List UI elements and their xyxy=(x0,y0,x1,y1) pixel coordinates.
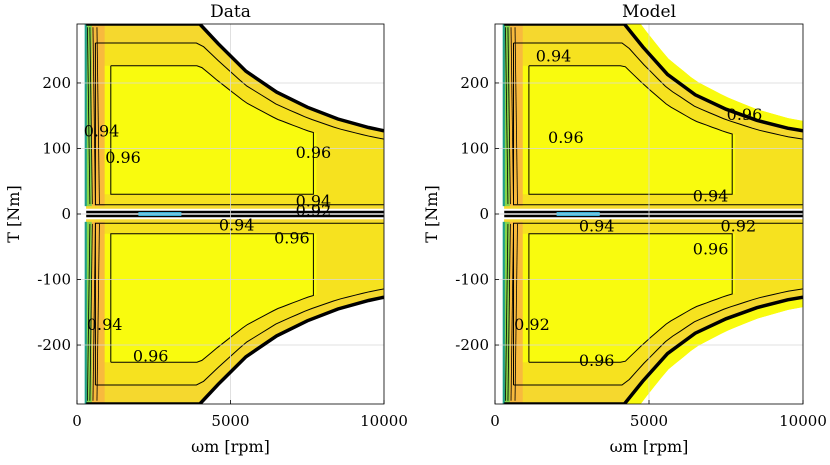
x-axis-label: ωm [rpm] xyxy=(610,437,689,456)
outside-envelope-lower xyxy=(640,307,803,404)
contour-line-upper-1 xyxy=(513,42,803,206)
region-096-upper xyxy=(522,65,736,195)
x-tick-label-2: 10000 xyxy=(360,412,408,430)
contour-label-7: 0.96 xyxy=(133,346,169,365)
contour-label-0: 0.96 xyxy=(296,143,332,162)
contour-label-5: 0.92 xyxy=(721,217,757,236)
contour-low-speed-lower-2 xyxy=(92,223,96,401)
contour-line-upper-0 xyxy=(110,65,314,195)
contour-low-speed-upper-0 xyxy=(87,27,91,205)
contour-line-lower-0 xyxy=(528,233,733,363)
contour-label-0: 0.94 xyxy=(536,46,572,65)
x-tick-label-0: 0 xyxy=(72,412,82,430)
data-panel: 0.960.960.940.940.920.940.960.960.940 500… xyxy=(4,2,408,456)
y-axis-label: T [Nm] xyxy=(422,185,441,242)
x-tick-label-1: 5000 xyxy=(211,412,249,430)
contour-label-8: 0.96 xyxy=(579,351,615,370)
torque-limit-lower xyxy=(504,295,803,404)
contour-low-speed-upper-3 xyxy=(514,27,518,205)
contour-label-2: 0.94 xyxy=(84,122,120,141)
region-low-speed-teal-lower xyxy=(502,221,505,404)
torque-limit-upper xyxy=(504,24,803,133)
outside-envelope-lower xyxy=(86,297,384,404)
torque-limit-upper xyxy=(86,24,384,133)
x-tick-label-2: 10000 xyxy=(779,412,827,430)
chart-title: Data xyxy=(210,2,251,22)
contour-low-speed-upper-1 xyxy=(89,27,93,205)
y-tick-label-2: 0 xyxy=(479,205,489,223)
contour-label-2: 0.96 xyxy=(548,128,584,147)
contour-label-3: 0.94 xyxy=(693,186,729,205)
outside-envelope-upper xyxy=(86,24,384,131)
contour-line-lower-0 xyxy=(110,233,314,363)
contour-line-lower-1 xyxy=(513,222,803,386)
y-tick-label-1: 100 xyxy=(42,139,71,157)
region-096-upper xyxy=(104,65,317,195)
region-low-speed-teal-lower xyxy=(84,221,87,404)
contour-low-speed-upper-3 xyxy=(96,27,100,205)
contour-low-speed-lower-3 xyxy=(514,223,518,401)
y-tick-label-4: -200 xyxy=(455,336,489,354)
contour-low-speed-upper-1 xyxy=(507,27,511,205)
contour-line-upper-1 xyxy=(94,42,384,206)
contour-label-1: 0.96 xyxy=(727,105,763,124)
contour-low-speed-lower-0 xyxy=(505,223,509,401)
region-low-speed-teal-upper xyxy=(502,24,505,207)
contour-low-speed-upper-2 xyxy=(92,27,96,205)
x-axis-label: ωm [rpm] xyxy=(191,437,270,456)
plot-area: 0.960.960.940.940.920.940.960.960.94 xyxy=(77,24,384,404)
contour-label-8: 0.94 xyxy=(87,315,123,334)
y-tick-label-0: 200 xyxy=(460,74,489,92)
contour-label-4: 0.92 xyxy=(296,201,332,220)
contour-label-4: 0.94 xyxy=(579,217,615,236)
contour-label-3: 0.94 xyxy=(296,192,332,211)
contour-low-speed-lower-0 xyxy=(87,223,91,401)
y-tick-label-3: -100 xyxy=(37,271,71,289)
contour-line-upper-0 xyxy=(528,65,733,195)
contour-low-speed-lower-3 xyxy=(96,223,100,401)
chart-title: Model xyxy=(622,2,676,22)
region-096-lower xyxy=(522,233,736,363)
region-low-speed-teal-upper xyxy=(84,24,87,207)
contour-label-7: 0.92 xyxy=(514,315,550,334)
torque-limit-lower xyxy=(86,295,384,404)
region-096-lower xyxy=(104,233,317,363)
model-panel: 0.94 0.96 0.96 0.94 0.94 0.92 0.96 0.92 0.96 0 500… xyxy=(422,2,827,456)
x-tick-label-0: 0 xyxy=(490,412,500,430)
y-tick-label-2: 0 xyxy=(61,205,71,223)
contour-low-speed-lower-2 xyxy=(510,223,514,401)
contour-label-1: 0.96 xyxy=(105,148,141,167)
contour-line-lower-1 xyxy=(94,222,384,386)
x-tick-label-1: 5000 xyxy=(630,412,668,430)
y-axis-label: T [Nm] xyxy=(4,185,23,242)
plot-area: 0.94 0.96 0.96 0.94 0.94 0.92 0.96 0.92 0.96 xyxy=(495,24,803,404)
y-tick-label-3: -100 xyxy=(455,271,489,289)
y-tick-label-4: -200 xyxy=(37,336,71,354)
contour-low-speed-lower-1 xyxy=(89,223,93,401)
outside-envelope-upper xyxy=(640,24,803,121)
contour-low-speed-lower-1 xyxy=(507,223,511,401)
contour-label-6: 0.96 xyxy=(693,240,729,259)
contour-label-5: 0.94 xyxy=(219,215,255,234)
contour-low-speed-upper-2 xyxy=(510,27,514,205)
y-tick-label-0: 200 xyxy=(42,74,71,92)
y-tick-label-1: 100 xyxy=(460,139,489,157)
contour-low-speed-upper-0 xyxy=(505,27,509,205)
contour-label-6: 0.96 xyxy=(274,228,310,247)
